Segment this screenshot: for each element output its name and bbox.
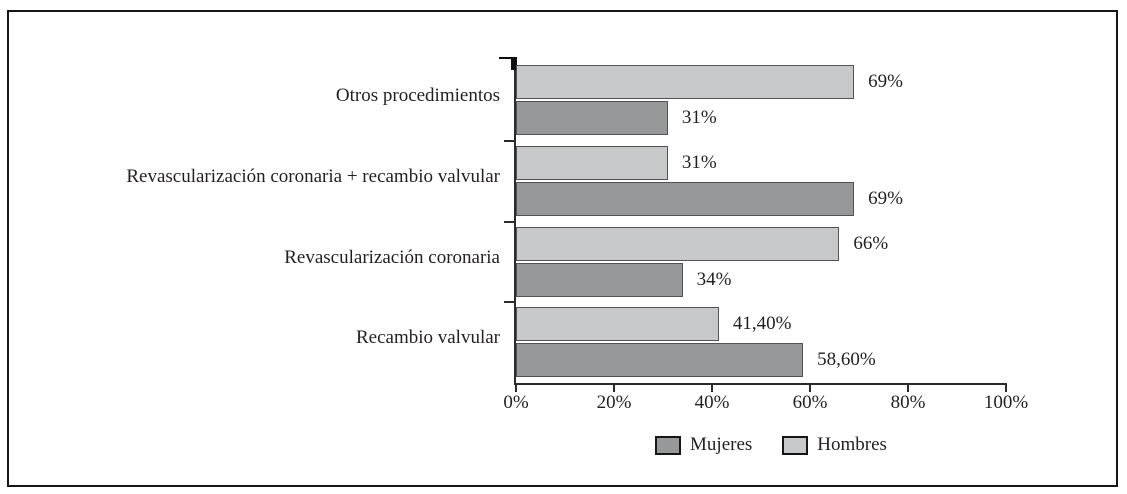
x-tick-label: 80%	[890, 392, 926, 413]
x-tick-label: 40%	[694, 392, 730, 413]
x-tick	[613, 385, 615, 392]
y-axis-line	[514, 57, 516, 385]
legend-swatch-mujeres	[655, 435, 682, 455]
bar-mujeres	[516, 262, 683, 297]
value-label: 34%	[696, 268, 732, 290]
x-tick	[515, 385, 517, 392]
legend-entry-mujeres: Mujeres	[655, 434, 752, 456]
y-tick	[504, 301, 515, 304]
x-axis-line	[514, 383, 1007, 385]
y-tick	[504, 139, 515, 142]
x-tick-label: 0%	[503, 392, 529, 413]
x-tick-label: 100%	[983, 392, 1029, 413]
legend-label: Mujeres	[690, 434, 753, 455]
y-tick	[504, 220, 515, 223]
legend-label: Hombres	[817, 434, 887, 455]
value-label: 69%	[868, 187, 903, 209]
x-tick	[711, 385, 713, 392]
x-tick	[1005, 385, 1007, 392]
value-label: 58,60%	[817, 349, 876, 371]
y-axis-cap	[511, 57, 517, 70]
bar-hombres	[516, 65, 855, 99]
bar-hombres	[516, 307, 719, 342]
bar-mujeres	[516, 343, 804, 378]
value-label: 31%	[681, 151, 717, 173]
bar-hombres	[516, 145, 668, 180]
x-tick-label: 20%	[596, 392, 632, 413]
category-label: Otros procedimientos	[335, 85, 500, 106]
x-tick	[907, 385, 909, 392]
bar-mujeres	[516, 101, 668, 135]
x-tick	[809, 385, 811, 392]
category-label: Revascularización coronaria	[284, 246, 500, 268]
category-label: Recambio valvular	[355, 327, 500, 349]
category-label: Revascularización coronaria + recambio v…	[126, 165, 500, 187]
value-label: 41,40%	[732, 313, 792, 335]
bar-hombres	[516, 226, 840, 261]
legend: Mujeres Hombres	[516, 434, 1026, 456]
legend-entry-hombres: Hombres	[782, 434, 887, 456]
value-label: 31%	[681, 107, 717, 128]
legend-swatch-hombres	[782, 435, 809, 455]
value-label: 66%	[853, 232, 889, 254]
x-tick-label: 60%	[792, 392, 828, 413]
value-label: 69%	[868, 71, 903, 92]
y-axis-cap	[499, 57, 516, 59]
bar-mujeres	[516, 181, 855, 216]
